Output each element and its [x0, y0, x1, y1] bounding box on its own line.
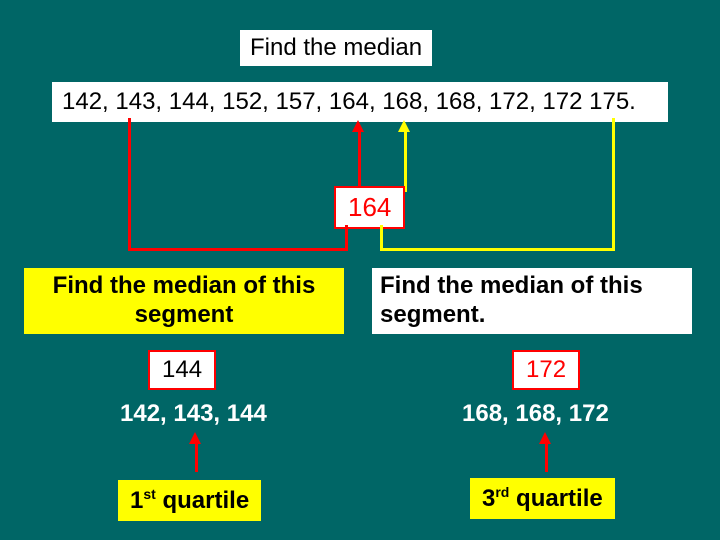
right-segment-heading: Find the median of this segment. [372, 268, 692, 334]
page-title: Find the median [240, 30, 432, 66]
left-bracket-v1 [128, 118, 131, 250]
left-q-arrow-line [195, 444, 198, 472]
right-q-arrow-line [545, 444, 548, 472]
left-segment-heading: Find the median of this segment [24, 268, 344, 334]
q1-word: quartile [156, 487, 249, 514]
left-subset: 142, 143, 144 [120, 400, 267, 428]
left-quartile-value: 144 [148, 350, 216, 390]
left-heading-line2: segment [32, 301, 336, 330]
median-arrow-line [358, 132, 361, 186]
right-bracket-v2 [612, 118, 615, 250]
q3-suffix: rd [495, 484, 509, 500]
q1-prefix: 1 [130, 487, 143, 514]
right-heading-line1: Find the median of this [380, 272, 684, 301]
median-value: 164 [334, 186, 405, 229]
q3-prefix: 3 [482, 485, 495, 512]
left-q-arrow-head [189, 432, 201, 444]
right-subset: 168, 168, 172 [462, 400, 609, 428]
left-bracket-h [128, 248, 348, 251]
first-quartile-label: 1st quartile [118, 480, 261, 521]
right-bracket-v1 [380, 225, 383, 250]
left-bracket-v2 [345, 225, 348, 250]
right-quartile-value: 172 [512, 350, 580, 390]
yellow-arrow-head [398, 120, 410, 132]
data-list: 142, 143, 144, 152, 157, 164, 168, 168, … [52, 82, 668, 122]
yellow-arrow-line [404, 132, 407, 192]
q1-suffix: st [143, 486, 155, 502]
q3-word: quartile [509, 485, 602, 512]
left-heading-line1: Find the median of this [32, 272, 336, 301]
median-arrow-head [352, 120, 364, 132]
right-bracket-h [380, 248, 615, 251]
right-heading-line2: segment. [380, 301, 684, 330]
right-q-arrow-head [539, 432, 551, 444]
third-quartile-label: 3rd quartile [470, 478, 615, 519]
